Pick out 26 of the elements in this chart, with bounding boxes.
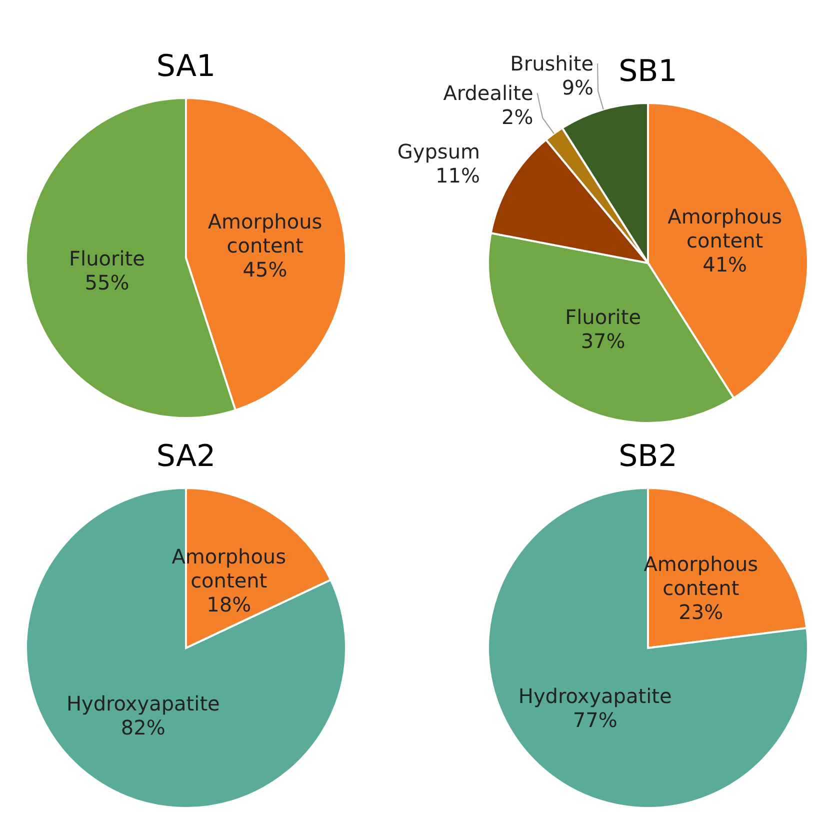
data-label: 77% [572, 708, 618, 732]
slice-label: Amorphous content [208, 209, 322, 258]
data-label: 2% [502, 105, 534, 130]
chart-title: SB1 [618, 54, 678, 89]
data-label: 11% [436, 164, 480, 188]
slice-label: Hydroxyapatite [518, 684, 672, 708]
data-label: 18% [206, 592, 252, 616]
pie-slice [487, 487, 809, 809]
chart-title: SA2 [156, 439, 216, 474]
slice-label: Brushite [510, 52, 594, 76]
chart-title: SA1 [156, 49, 216, 84]
data-label: 23% [678, 600, 724, 624]
data-label: 45% [242, 257, 288, 282]
data-label: 37% [580, 329, 626, 354]
data-label: 41% [702, 252, 748, 277]
chart-title: SB2 [618, 439, 678, 474]
slice-label: Fluorite [69, 246, 145, 271]
slice-label: Hydroxyapatite [66, 692, 220, 716]
slice-label: Fluorite [565, 305, 641, 330]
data-label: 9% [562, 76, 594, 100]
slice-label: Amorphous content [668, 204, 782, 253]
data-label: 82% [120, 716, 166, 740]
pie-slice [25, 487, 347, 809]
data-label: 55% [84, 270, 130, 295]
slice-label: Gypsum [397, 140, 480, 164]
slice-label: Ardealite [443, 81, 534, 106]
